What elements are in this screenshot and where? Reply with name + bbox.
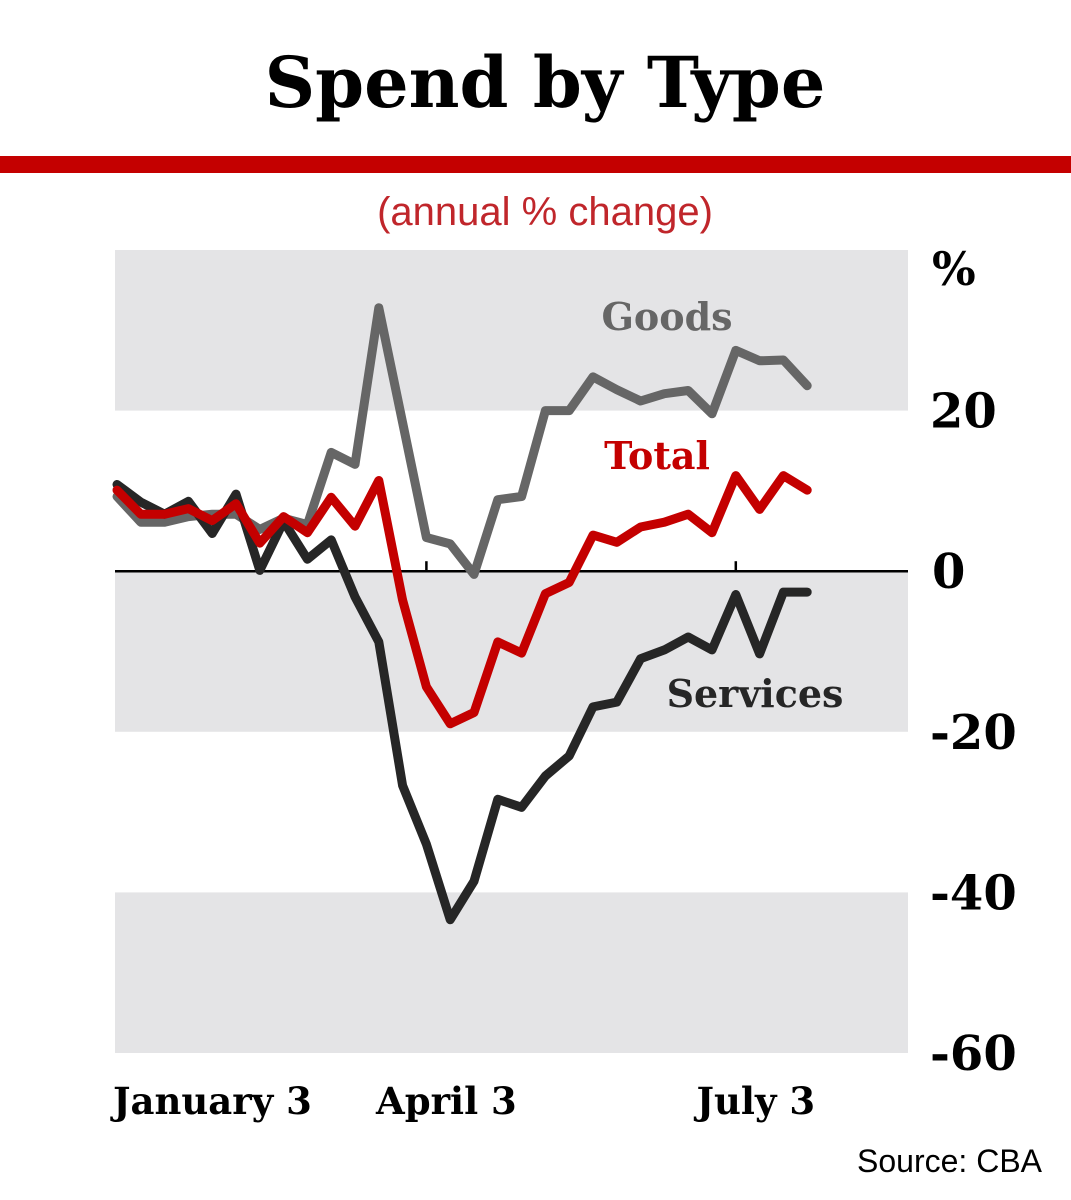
series-label-goods: Goods [601, 294, 732, 339]
grid-band [115, 892, 908, 1053]
y-tick-labels: 20 0 -20 -40 -60 [930, 384, 1017, 1082]
chart-title: Spend by Type [265, 41, 826, 124]
y-tick-label: 20 [930, 384, 997, 440]
x-tick-label: January 3 [110, 1079, 312, 1123]
series-line-services [112, 480, 812, 925]
source-note: Source: CBA [857, 1143, 1043, 1179]
series-labels: Goods Total Services [601, 294, 843, 716]
y-tick-label: -40 [930, 865, 1017, 921]
grid-band [115, 250, 908, 411]
series-label-services: Services [667, 671, 844, 716]
y-tick-label: -60 [930, 1026, 1017, 1082]
series-label-total: Total [604, 433, 710, 478]
x-tick-labels: January 3 April 3 July 3 [110, 1079, 815, 1123]
x-tick-label: July 3 [694, 1079, 816, 1123]
y-tick-label: 0 [932, 544, 965, 600]
y-tick-label: -20 [930, 705, 1017, 761]
y-axis-unit: % [932, 242, 976, 296]
chart-subtitle: (annual % change) [377, 190, 713, 234]
x-tick-label: April 3 [375, 1079, 517, 1123]
title-rule [0, 156, 1071, 173]
series-line-total [112, 471, 812, 729]
series-line-goods [112, 303, 812, 579]
x-ticks [425, 561, 738, 572]
series-lines [112, 303, 812, 925]
